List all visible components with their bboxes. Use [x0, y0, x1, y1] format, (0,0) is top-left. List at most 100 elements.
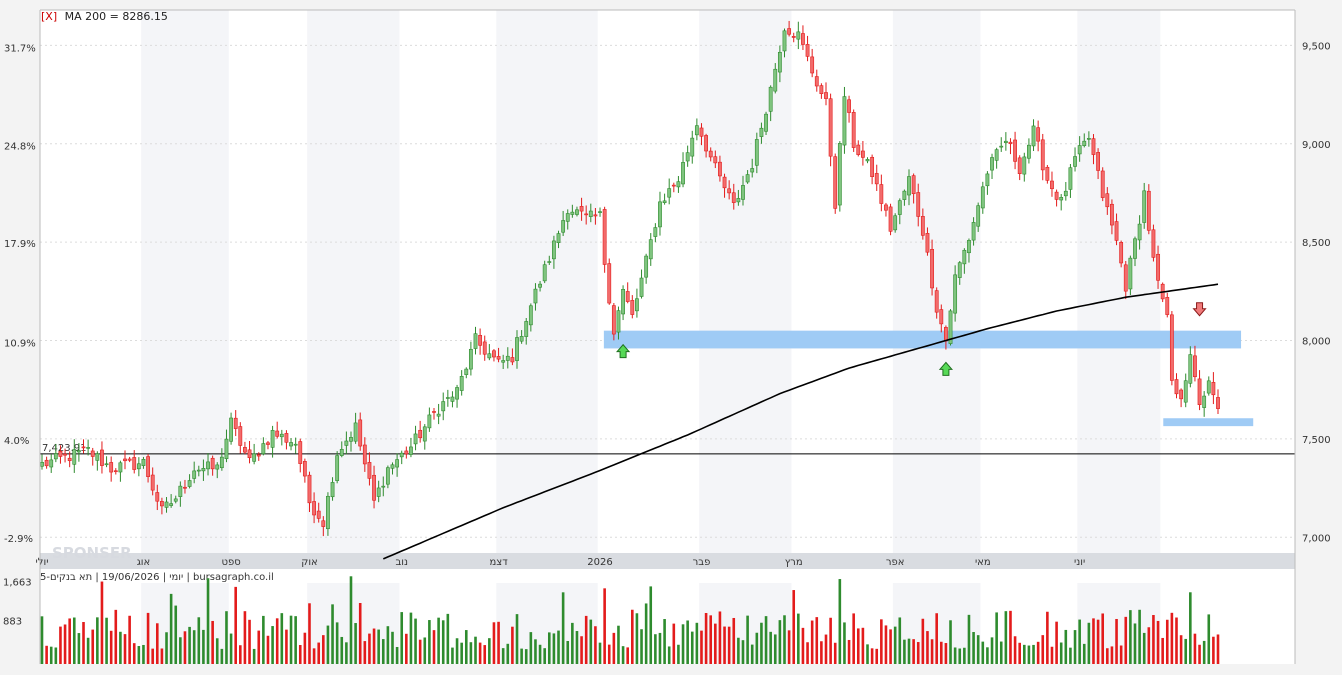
candle-body	[58, 450, 63, 457]
volume-bar	[534, 639, 537, 664]
candle-body	[118, 462, 123, 473]
reference-line-label: 7,423.91	[42, 443, 87, 454]
candle-body	[616, 310, 621, 333]
candle-body	[261, 443, 266, 455]
legend-ma-label: MA 200 = 8286.15	[65, 10, 168, 23]
volume-bar	[866, 644, 869, 664]
candle-body	[279, 433, 284, 438]
volume-bar	[1193, 633, 1197, 664]
candle-body	[957, 262, 962, 278]
candle-body	[178, 485, 183, 497]
candle-body	[658, 201, 662, 228]
volume-bar	[727, 626, 731, 664]
candle-body	[358, 419, 363, 447]
candle-body	[990, 157, 994, 171]
price-tick-label: 9,000	[1302, 140, 1331, 151]
candle-body	[289, 442, 293, 447]
volume-bar	[1041, 635, 1045, 664]
candle-body	[796, 31, 801, 40]
candle-body	[621, 289, 625, 315]
candle-body	[994, 149, 999, 161]
candle-body	[86, 447, 91, 449]
volume-bar	[981, 641, 985, 664]
candle-body	[985, 173, 990, 187]
candle-body	[459, 376, 464, 391]
volume-bar	[414, 618, 417, 664]
volume-bar	[737, 637, 740, 664]
volume-bar	[930, 639, 934, 664]
volume-bar	[939, 641, 943, 664]
volume-bar	[86, 637, 90, 664]
volume-bar	[750, 644, 754, 664]
volume-bar	[976, 635, 980, 664]
volume-bar	[677, 644, 680, 664]
volume-bar	[1055, 621, 1058, 664]
candle-body	[395, 459, 400, 468]
legend-close-marker[interactable]: [X]	[41, 10, 57, 23]
candle-body	[860, 150, 865, 158]
volume-bar	[1179, 635, 1183, 664]
volume-bar	[432, 630, 436, 664]
candle-body	[1036, 127, 1041, 142]
candle-body	[390, 464, 395, 469]
candle-body	[727, 188, 732, 194]
candle-body	[713, 156, 718, 164]
volume-bar	[1147, 627, 1151, 664]
candle-body	[870, 156, 875, 177]
volume-bar	[1023, 644, 1026, 664]
candle-body	[316, 510, 321, 519]
volume-bar	[1036, 641, 1040, 664]
candle-body	[524, 321, 529, 337]
volume-bar	[1207, 614, 1211, 664]
candle-body	[284, 433, 289, 443]
volume-bar	[243, 611, 247, 664]
candle-body	[570, 211, 575, 215]
candle-body	[653, 227, 658, 237]
volume-bar	[529, 632, 533, 664]
volume-bar	[169, 593, 173, 664]
volume-bar	[49, 646, 53, 664]
volume-bar	[589, 619, 593, 664]
volume-bar	[898, 617, 902, 664]
price-tick-label: 7,000	[1302, 533, 1331, 544]
candle-body	[718, 161, 722, 177]
volume-bar	[1078, 619, 1081, 664]
candle-body	[999, 145, 1004, 148]
candle-body	[644, 255, 649, 278]
volume-bar	[345, 642, 348, 664]
candle-body	[1063, 190, 1068, 197]
candle-body	[353, 422, 358, 442]
percent-tick-label: 24.8%	[4, 141, 36, 152]
candle-body	[192, 470, 197, 479]
price-tick-label: 7,500	[1302, 435, 1331, 446]
volume-bar	[1138, 609, 1141, 664]
candle-body	[496, 356, 501, 360]
candle-body	[515, 337, 519, 361]
volume-bar	[372, 628, 376, 664]
candle-body	[759, 127, 764, 137]
volume-bar	[1096, 619, 1100, 664]
volume-bar	[561, 592, 565, 664]
candle-body	[335, 455, 340, 481]
month-band	[892, 10, 981, 553]
support-zones	[603, 330, 1254, 427]
volume-bar	[990, 637, 994, 664]
candle-body	[607, 263, 612, 304]
candle-body	[556, 233, 561, 243]
candle-body	[708, 150, 713, 158]
volume-bar	[197, 617, 201, 664]
volume-bar	[275, 618, 279, 664]
candle-body	[662, 200, 667, 203]
volume-bar	[464, 630, 468, 664]
candle-body	[1082, 140, 1087, 146]
candle-body	[464, 368, 469, 375]
volume-bar	[271, 626, 274, 664]
legend: [X] MA 200 = 8286.15	[41, 10, 168, 23]
volume-bar	[1124, 616, 1128, 664]
volume-bar	[317, 642, 321, 664]
volume-bar	[358, 603, 362, 664]
candle-body	[1137, 223, 1142, 241]
candle-body	[837, 143, 842, 206]
candle-body	[1146, 190, 1151, 231]
